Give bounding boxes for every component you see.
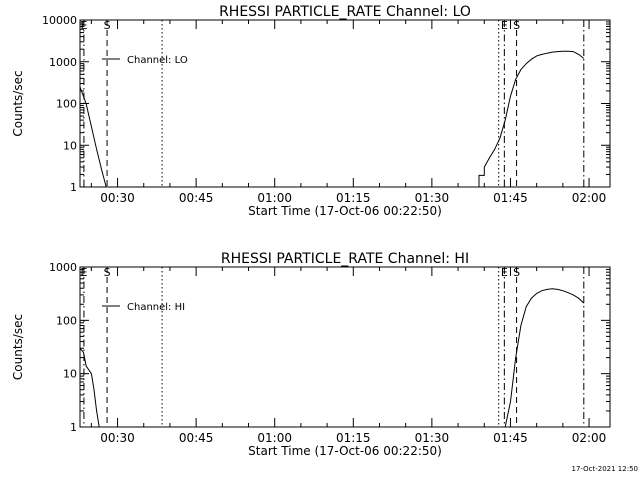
x-axis-label: Start Time (17-Oct-06 00:22:50) [248, 204, 442, 218]
event-marker-label: E [501, 19, 508, 32]
y-tick-label: 1 [70, 181, 77, 194]
y-tick-label: 10 [63, 368, 77, 381]
chart-title: RHESSI PARTICLE_RATE Channel: LO [219, 4, 471, 20]
chart-title: RHESSI PARTICLE_RATE Channel: HI [221, 251, 469, 267]
event-marker-label: S [513, 266, 520, 279]
x-tick-label: 01:00 [257, 191, 292, 205]
event-marker-label: S [104, 19, 111, 32]
x-tick-label: 01:15 [336, 191, 371, 205]
y-tick-label: 1 [70, 421, 77, 434]
y-tick-label: 10 [63, 139, 77, 152]
footer-timestamp: 17-Oct-2021 12:50 [571, 465, 638, 473]
series-line [80, 347, 100, 427]
event-marker-label: E [80, 266, 87, 279]
plot-frame [79, 266, 611, 428]
plot-frame [79, 19, 611, 188]
x-tick-label: 01:30 [415, 191, 450, 205]
x-tick-label: 00:45 [179, 431, 214, 445]
x-tick-label: 01:00 [257, 431, 292, 445]
y-tick-label: 100 [56, 98, 77, 111]
x-tick-label: 00:30 [100, 431, 135, 445]
y-axis-label: Counts/sec [11, 70, 25, 136]
legend-label: Channel: HI [127, 302, 185, 313]
chart-2: RHESSI PARTICLE_RATE Channel: HI 1 10 100 10… [11, 251, 611, 458]
y-tick-label: 1000 [49, 261, 77, 274]
y-tick-label: 1000 [49, 56, 77, 69]
x-tick-label: 02:00 [572, 431, 607, 445]
x-tick-label: 01:45 [493, 431, 528, 445]
x-axis-label: Start Time (17-Oct-06 00:22:50) [248, 444, 442, 458]
event-marker-label: S [104, 266, 111, 279]
x-tick-label: 01:15 [336, 431, 371, 445]
x-tick-label: 01:30 [415, 431, 450, 445]
event-marker-label: E [501, 266, 508, 279]
event-marker-label: S [513, 19, 520, 32]
series-line [504, 288, 585, 427]
x-tick-label: 00:30 [100, 191, 135, 205]
x-tick-label: 00:45 [179, 191, 214, 205]
chart-1: RHESSI PARTICLE_RATE Channel: LO 1 10 100 10… [11, 4, 611, 218]
y-axis-label: Counts/sec [11, 314, 25, 380]
event-marker-label: E [80, 19, 87, 32]
series-line [80, 86, 107, 187]
series-line [473, 50, 585, 187]
x-tick-label: 01:45 [493, 191, 528, 205]
y-tick-label: 10000 [42, 14, 77, 27]
legend-label: Channel: LO [127, 55, 188, 66]
x-tick-label: 02:00 [572, 191, 607, 205]
y-tick-label: 100 [56, 314, 77, 327]
